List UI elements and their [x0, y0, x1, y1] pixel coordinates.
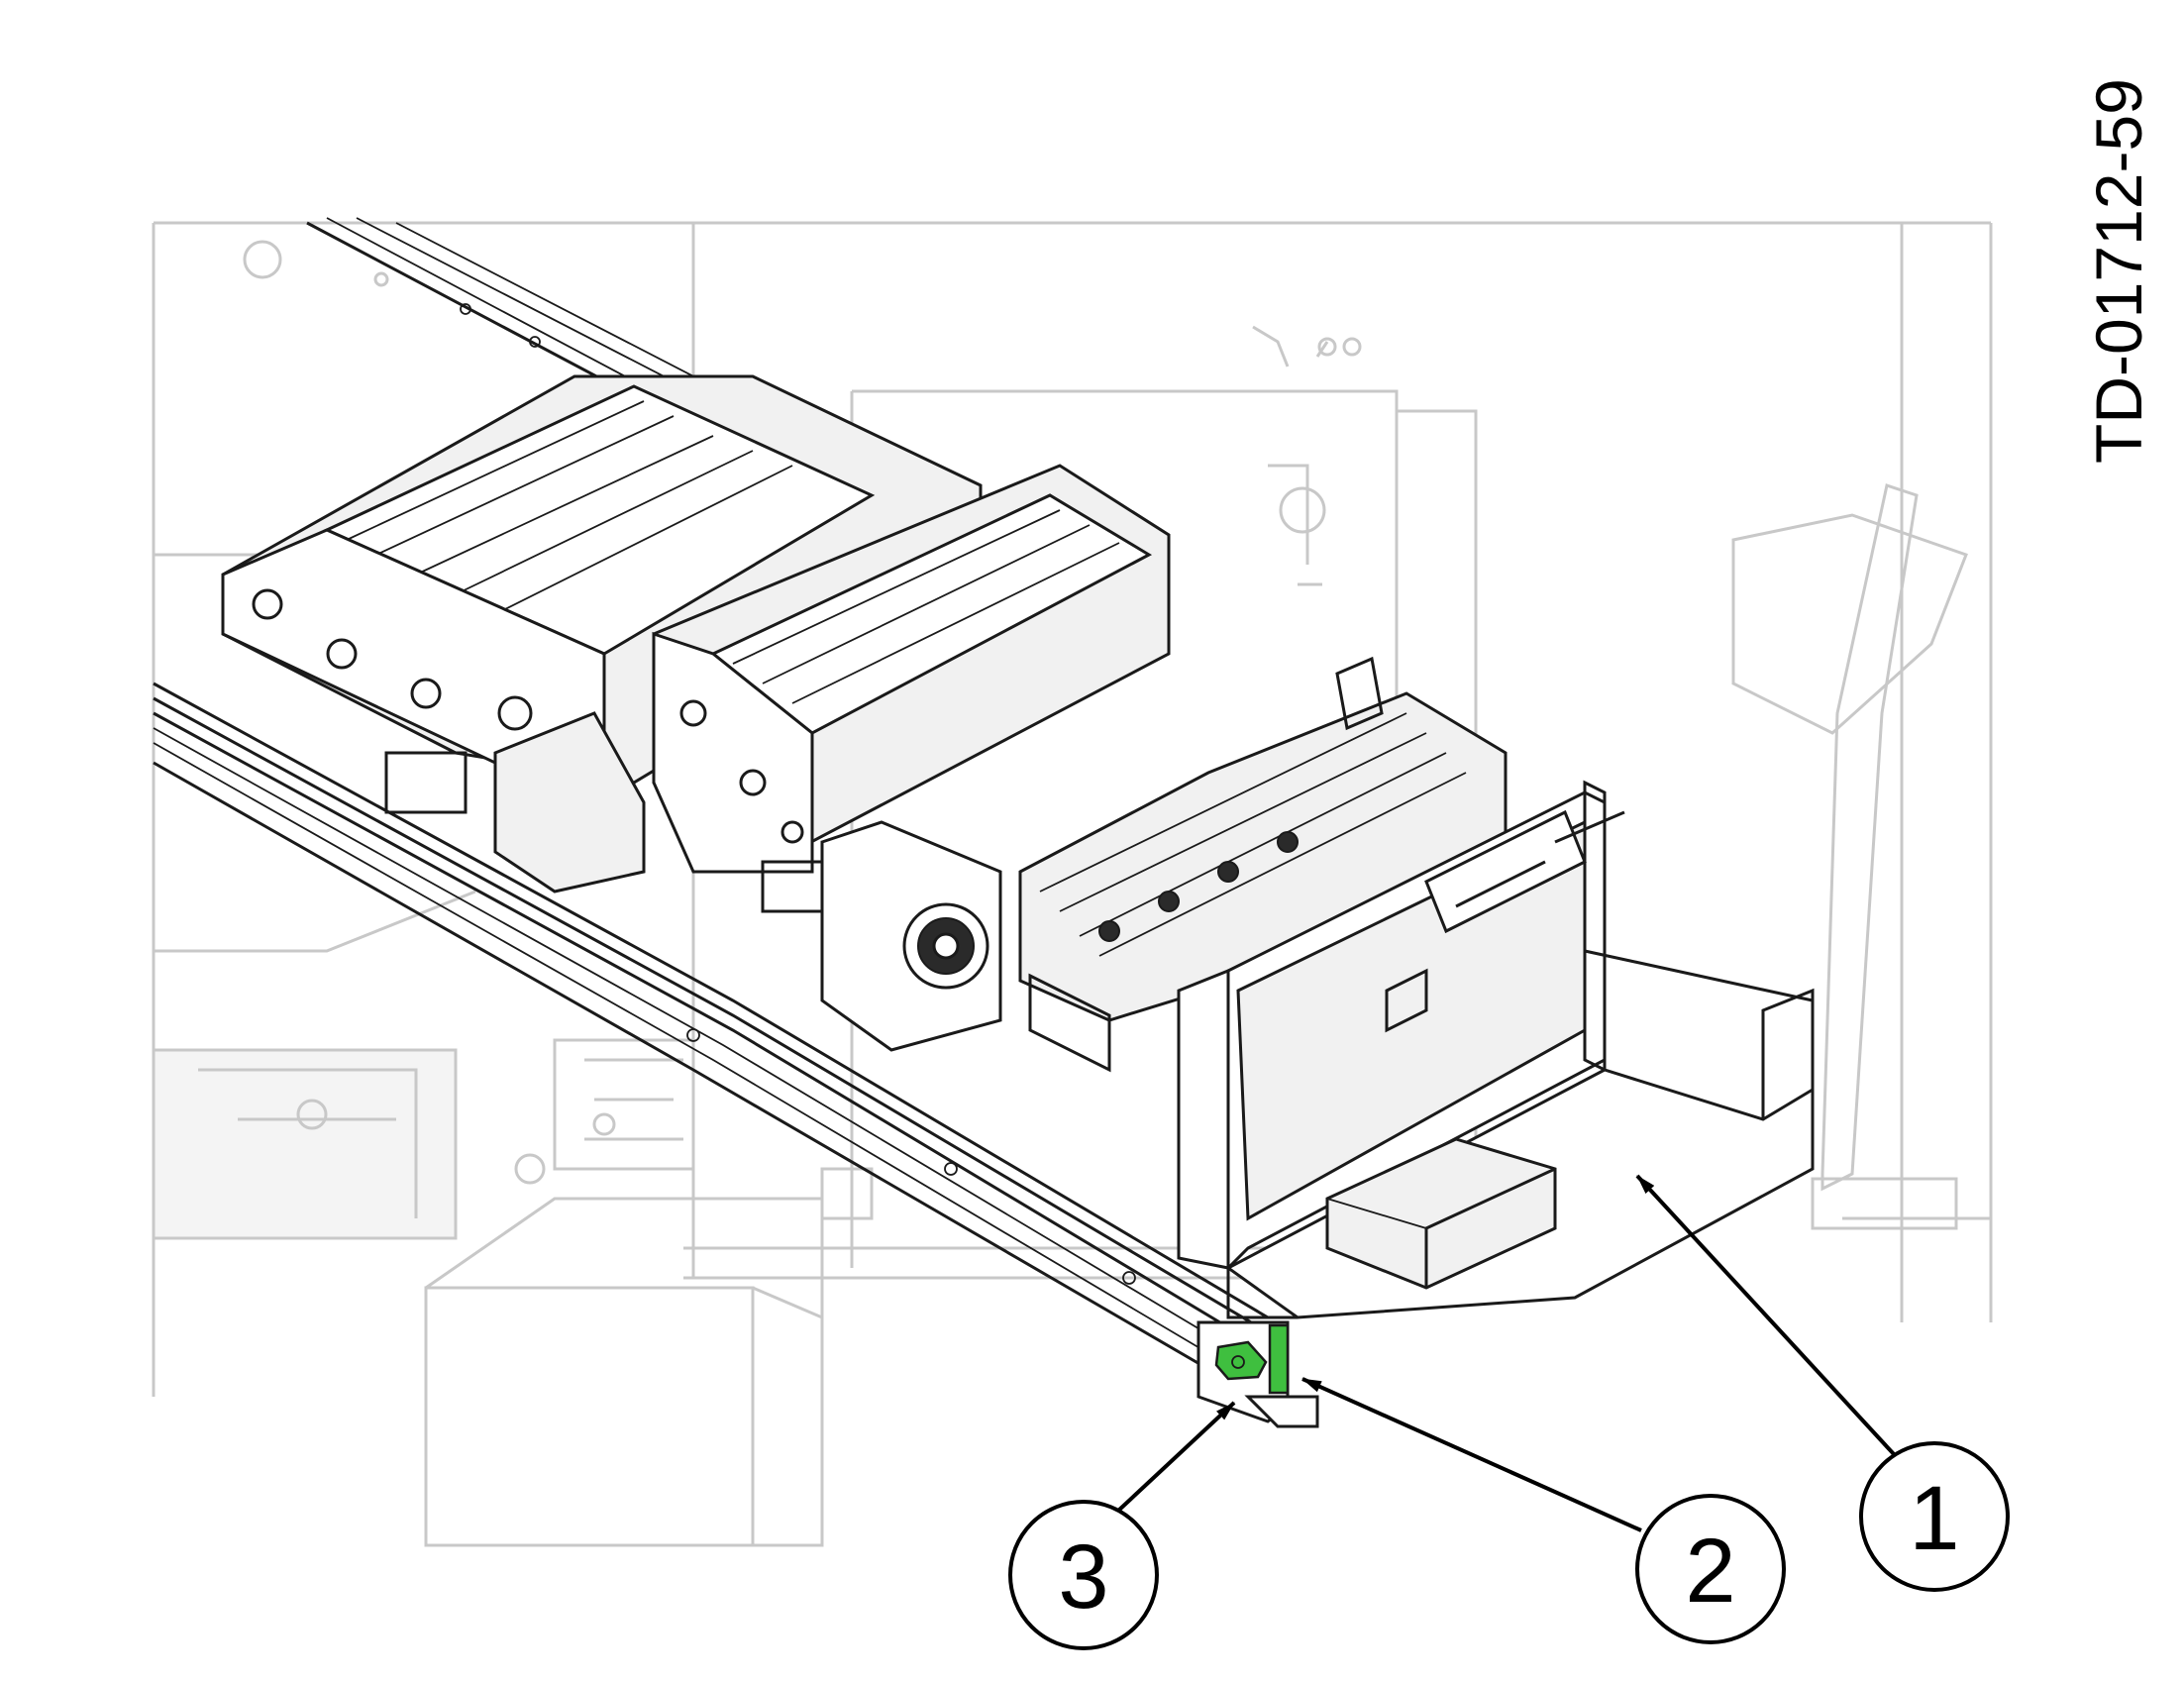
slide-out-module	[221, 374, 1815, 1319]
rail-release-latch	[1268, 1323, 1290, 1395]
slide-rail	[153, 217, 1269, 1374]
leader-lines	[1115, 1174, 1896, 1532]
leader-line-2	[1301, 1377, 1642, 1532]
leader-line-1	[1635, 1174, 1896, 1456]
leader-line-3	[1115, 1401, 1236, 1514]
latch-lever	[1214, 1340, 1268, 1381]
document-id: TD-01712-59	[2082, 78, 2155, 464]
callout-1: 1	[1859, 1441, 2010, 1592]
callout-1-label: 1	[1909, 1468, 1959, 1569]
rail-end	[1196, 1320, 1319, 1428]
callout-3-label: 3	[1058, 1526, 1108, 1628]
callout-2: 2	[1635, 1494, 1786, 1644]
callout-3: 3	[1008, 1500, 1159, 1650]
callout-2-label: 2	[1685, 1521, 1735, 1622]
